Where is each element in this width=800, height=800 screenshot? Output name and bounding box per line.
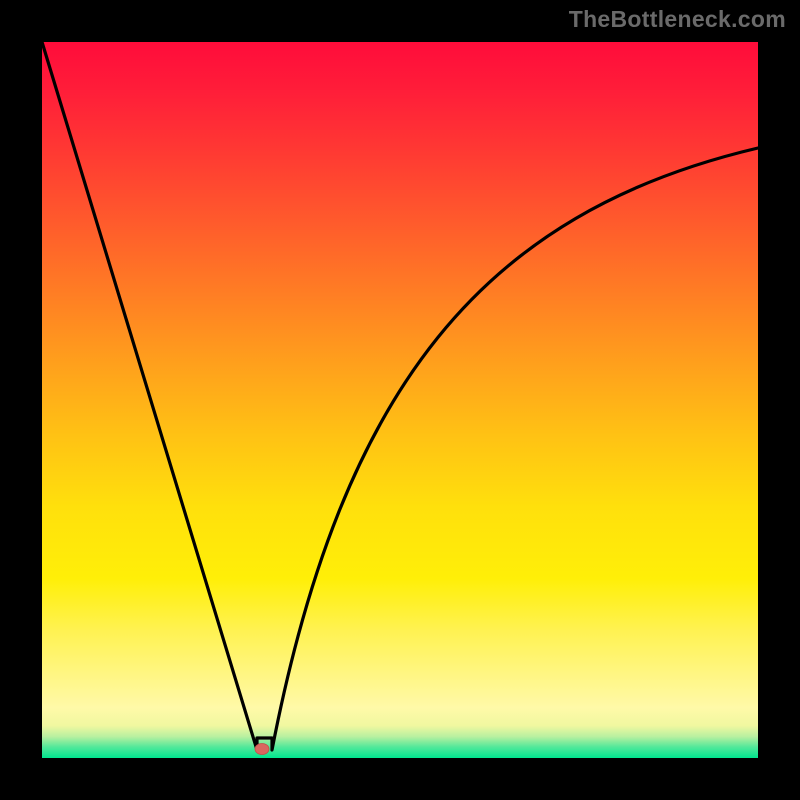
- plot-area: [42, 42, 758, 758]
- bottleneck-chart: [0, 0, 800, 800]
- figure-container: TheBottleneck.com: [0, 0, 800, 800]
- minimum-marker: [255, 744, 269, 755]
